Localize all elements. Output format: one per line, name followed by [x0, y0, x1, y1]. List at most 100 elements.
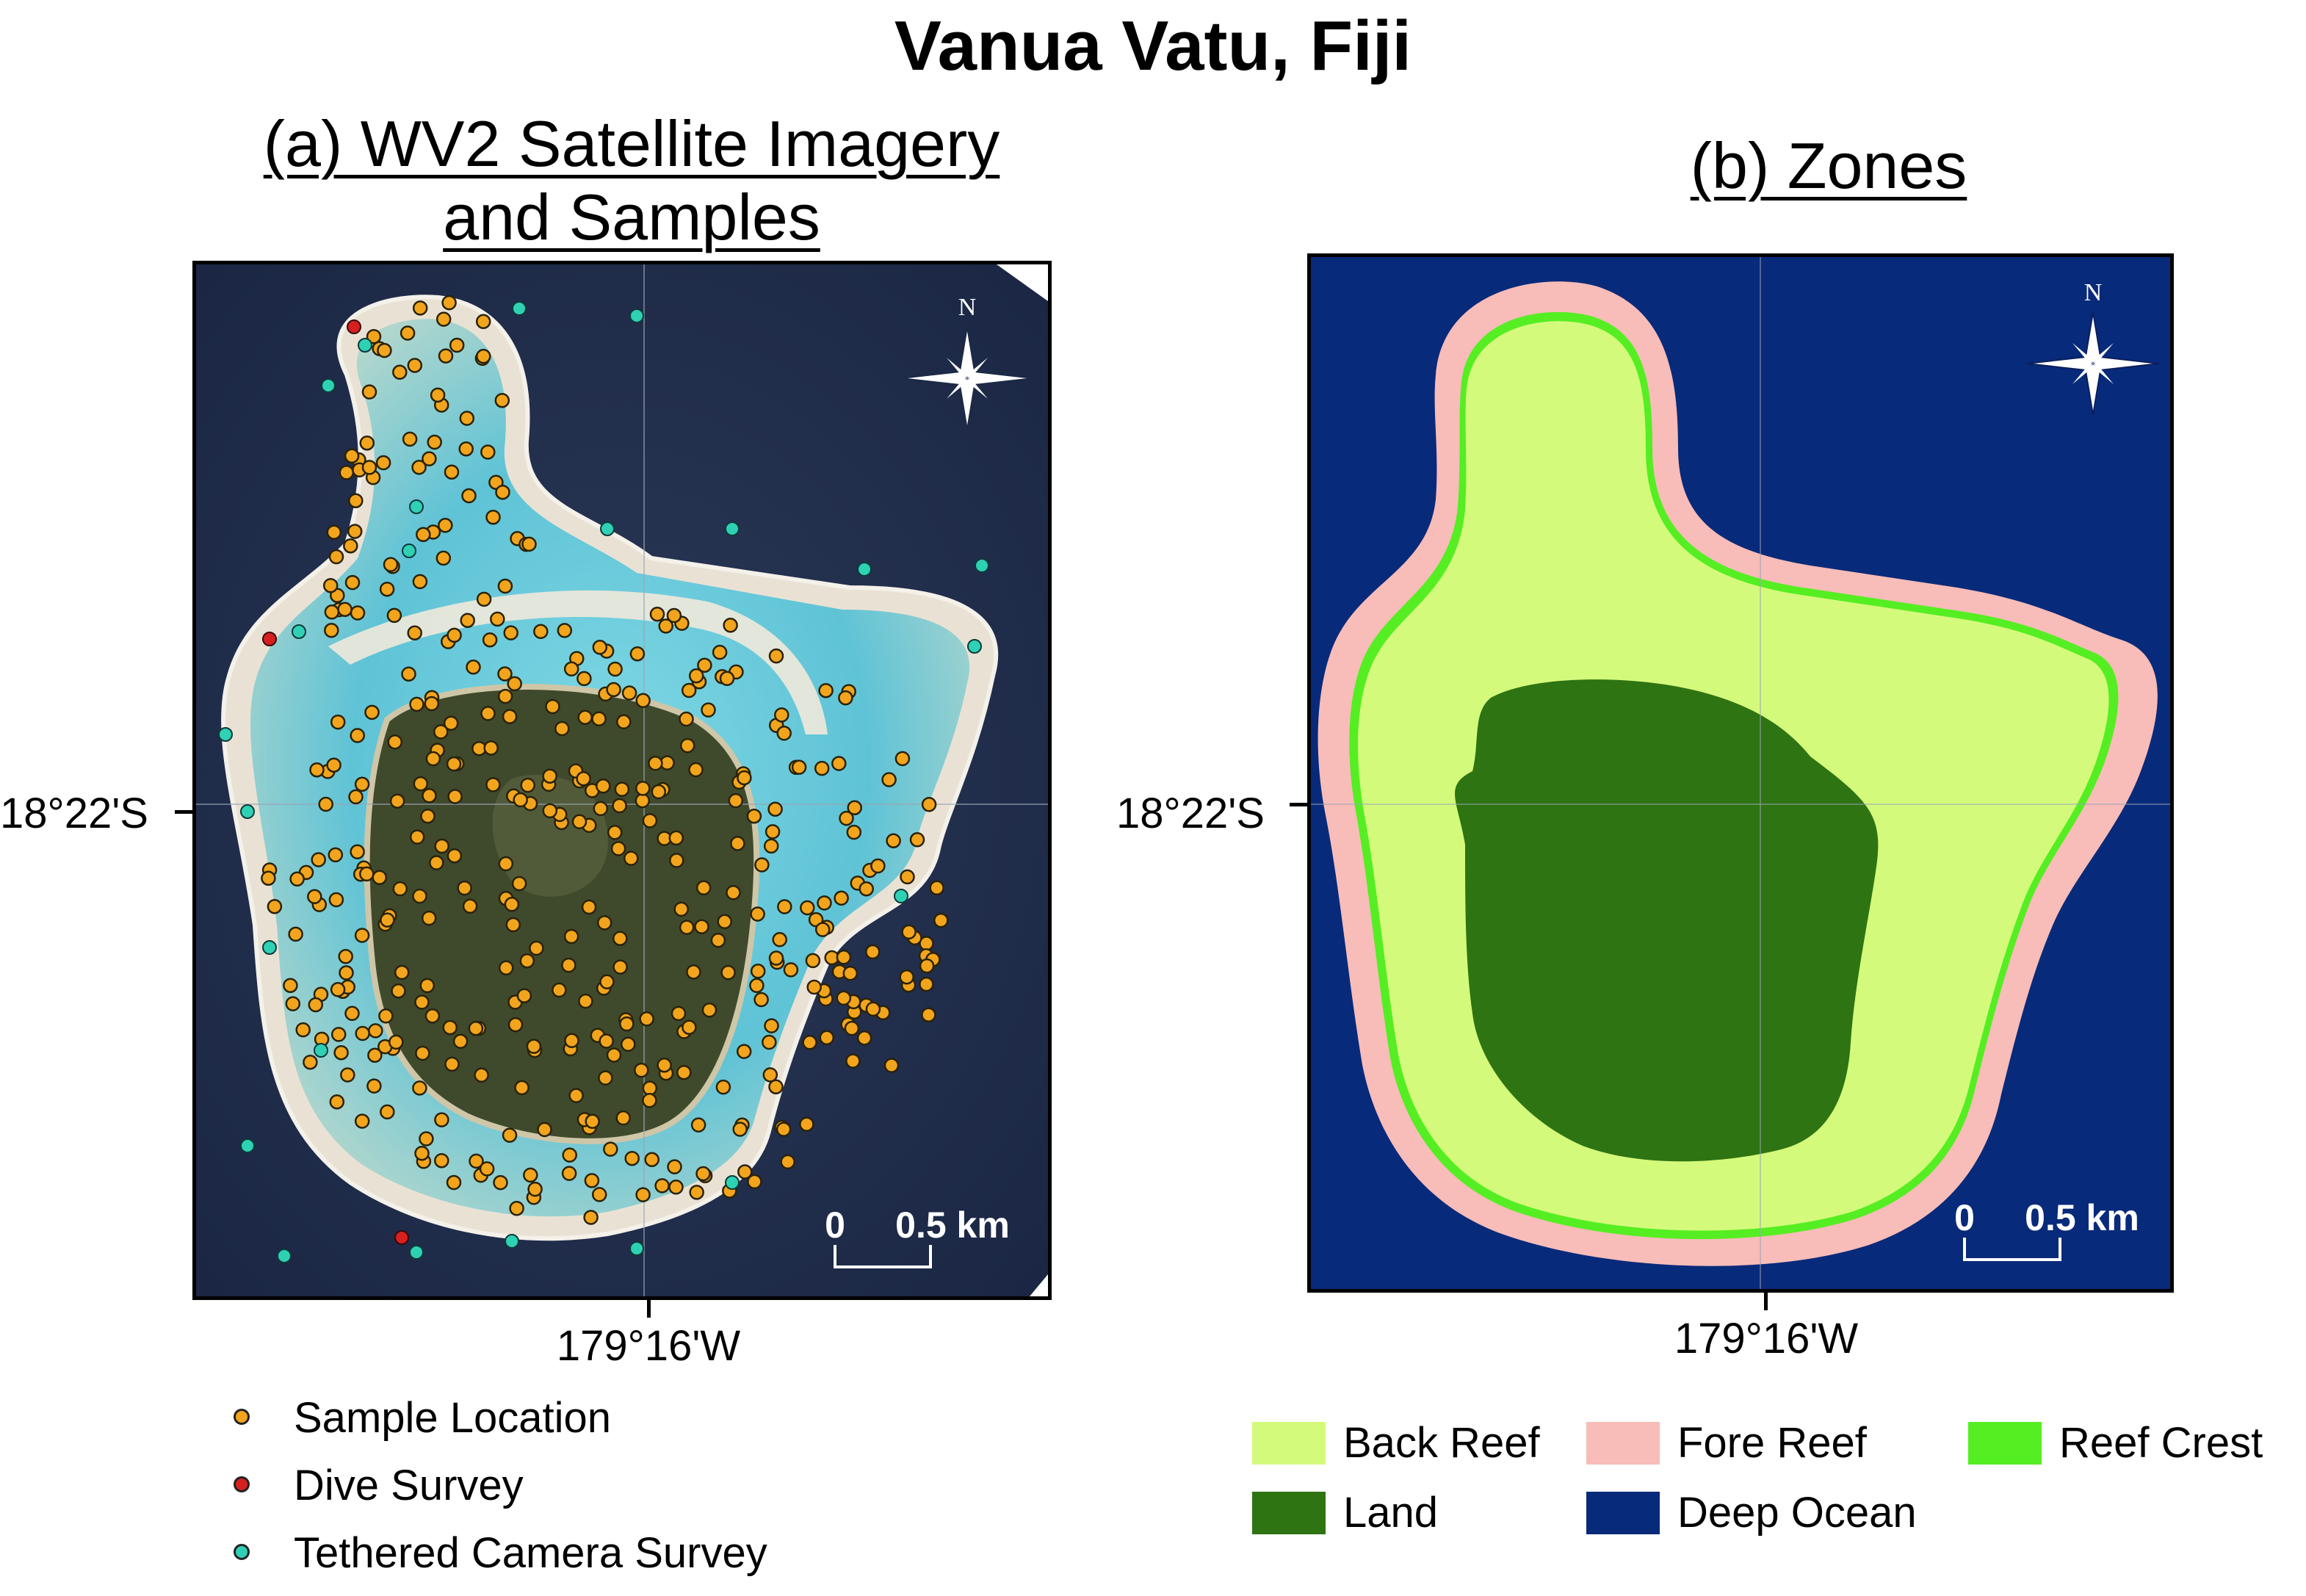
sample-location-marker: [394, 964, 410, 981]
sample-location-marker: [520, 777, 535, 793]
sample-location-marker: [635, 781, 651, 796]
sample-location-marker: [561, 1166, 577, 1181]
sample-location-marker: [498, 960, 514, 976]
sample-location-marker: [485, 777, 501, 792]
sample-location-marker: [361, 460, 377, 475]
sample-location-marker: [420, 808, 435, 824]
legend-fore-reef-label: Fore Reef: [1677, 1419, 1867, 1467]
sample-location-marker: [424, 1008, 441, 1024]
sample-location-marker: [339, 465, 355, 480]
sample-location-marker: [818, 682, 834, 698]
sample-location-marker: [634, 1062, 649, 1078]
panel-b-title-text: (b) Zones: [1690, 129, 1967, 202]
sample-location-marker: [612, 931, 628, 946]
sample-location-marker: [330, 714, 346, 730]
sample-location-marker: [561, 957, 576, 973]
sample-location-marker: [545, 698, 560, 715]
sample-location-marker: [686, 964, 701, 980]
sample-location-marker: [667, 1159, 682, 1174]
sample-location-marker: [564, 1033, 579, 1049]
legend-back-reef-label: Back Reef: [1343, 1419, 1540, 1467]
sample-location-marker: [480, 706, 496, 721]
sample-location-marker: [419, 978, 435, 994]
sample-location-marker: [537, 1122, 552, 1138]
sample-location-marker: [527, 1181, 543, 1197]
tethered-camera-marker: [600, 521, 615, 536]
sample-location-marker: [407, 358, 423, 373]
sample-location-marker: [430, 387, 446, 403]
sample-location-marker: [502, 709, 518, 724]
sample-location-marker: [338, 949, 353, 964]
sample-location-marker: [688, 668, 704, 684]
sample-location-marker: [642, 1093, 657, 1108]
sample-location-marker: [881, 772, 897, 787]
legend-land-label: Land: [1343, 1489, 1439, 1537]
scale-zero-label: 0: [825, 1205, 845, 1246]
tethered-camera-marker: [967, 639, 982, 654]
sample-location-marker: [285, 996, 301, 1011]
sample-location-marker: [475, 314, 491, 330]
sample-location-marker: [383, 557, 399, 572]
sample-location-marker: [695, 880, 712, 896]
sample-location-marker: [361, 384, 377, 400]
sample-location-marker: [682, 1019, 697, 1035]
sample-location-marker: [350, 605, 366, 621]
sample-location-marker: [283, 978, 298, 993]
sample-location-marker: [563, 928, 579, 945]
sample-location-marker: [442, 1019, 458, 1036]
scale-bar: 0 0.5 km: [1954, 1197, 2139, 1261]
sample-location-marker: [468, 1020, 484, 1036]
sample-location-marker: [681, 682, 697, 698]
sample-location-marker: [732, 1122, 748, 1137]
tethered-camera-marker: [321, 378, 336, 393]
sample-location-marker: [328, 847, 344, 863]
sample-location-marker: [364, 704, 380, 721]
sample-location-marker: [505, 917, 521, 933]
sample-location-marker: [366, 1078, 382, 1094]
sample-location-marker: [449, 337, 465, 353]
sample-location-marker: [750, 964, 766, 979]
sample-location-marker: [657, 1057, 672, 1073]
sample-location-marker: [462, 898, 478, 914]
sample-location-marker: [642, 1080, 658, 1096]
sample-location-marker: [511, 875, 527, 892]
sample-location-marker: [668, 1180, 684, 1195]
sample-location-marker: [446, 1174, 462, 1191]
sample-location-marker: [498, 856, 514, 872]
sample-location-marker: [378, 1008, 394, 1024]
sample-location-marker: [780, 1154, 795, 1170]
sample-location-marker: [591, 1187, 607, 1202]
sample-location-marker: [805, 953, 821, 969]
sample-location-marker: [380, 1104, 395, 1120]
sample-location-marker: [720, 964, 736, 981]
sample-location-marker: [412, 574, 428, 590]
sample-location-marker: [466, 660, 481, 675]
sample-location-marker: [461, 488, 477, 504]
sample-location-marker: [717, 914, 732, 930]
tethered-camera-marker: [505, 1234, 519, 1249]
sample-location-marker: [933, 912, 949, 928]
sample-location-marker: [747, 1174, 762, 1190]
scale-zero-label: 0: [1954, 1197, 1975, 1238]
tethered-camera-marker: [512, 301, 527, 316]
sample-location-marker: [838, 690, 853, 706]
sample-location-marker: [614, 781, 630, 797]
sample-location-marker: [350, 728, 365, 743]
sample-location-marker: [688, 762, 704, 778]
sample-location-marker: [846, 824, 862, 840]
legend-reef-crest-label: Reef Crest: [2059, 1419, 2263, 1467]
sample-location-marker: [552, 982, 567, 998]
sample-location-marker-icon: [234, 1409, 250, 1425]
sample-location-marker: [585, 1113, 600, 1130]
sample-location-marker: [591, 711, 607, 726]
sample-location-marker: [433, 724, 449, 740]
sample-location-marker: [412, 300, 428, 316]
sample-location-marker: [870, 858, 886, 874]
sample-location-marker: [642, 813, 658, 828]
sample-location-marker: [749, 978, 765, 994]
sample-location-marker: [372, 870, 388, 885]
sample-location-marker: [612, 959, 628, 975]
sample-location-marker: [387, 734, 403, 750]
sample-location-marker: [557, 623, 573, 638]
sample-location-marker: [806, 979, 822, 995]
